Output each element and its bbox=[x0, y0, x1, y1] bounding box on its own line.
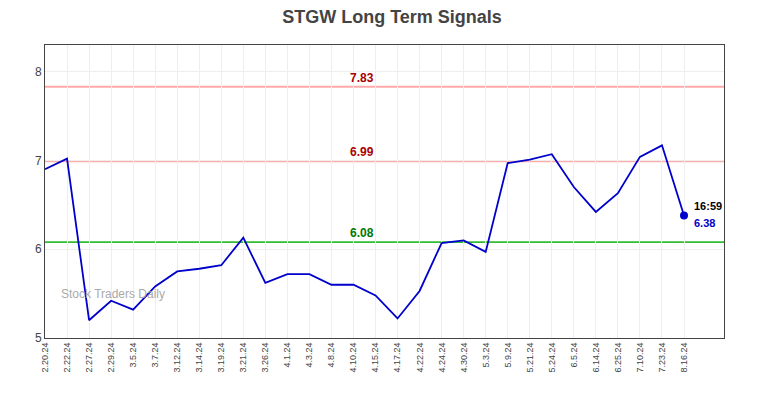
svg-text:3.12.24: 3.12.24 bbox=[172, 343, 182, 373]
svg-text:4.3.24: 4.3.24 bbox=[304, 343, 314, 368]
svg-text:3.26.24: 3.26.24 bbox=[260, 343, 270, 373]
svg-text:7.10.24: 7.10.24 bbox=[635, 343, 645, 373]
svg-text:5.21.24: 5.21.24 bbox=[525, 343, 535, 373]
svg-text:6.5.24: 6.5.24 bbox=[569, 343, 579, 368]
svg-text:2.22.24: 2.22.24 bbox=[62, 343, 72, 373]
svg-text:8.16.24: 8.16.24 bbox=[679, 343, 689, 373]
svg-text:6.08: 6.08 bbox=[350, 226, 374, 240]
svg-text:6: 6 bbox=[35, 242, 42, 256]
svg-text:4.10.24: 4.10.24 bbox=[348, 343, 358, 373]
svg-text:STGW Long Term Signals: STGW Long Term Signals bbox=[282, 7, 502, 27]
svg-text:5.24.24: 5.24.24 bbox=[547, 343, 557, 373]
svg-text:4.22.24: 4.22.24 bbox=[415, 343, 425, 373]
svg-text:3.19.24: 3.19.24 bbox=[216, 343, 226, 373]
svg-text:3.21.24: 3.21.24 bbox=[238, 343, 248, 373]
svg-text:8: 8 bbox=[35, 65, 42, 79]
svg-text:7.23.24: 7.23.24 bbox=[657, 343, 667, 373]
svg-text:4.1.24: 4.1.24 bbox=[282, 343, 292, 368]
svg-text:4.15.24: 4.15.24 bbox=[370, 343, 380, 373]
svg-text:Stock Traders Daily: Stock Traders Daily bbox=[61, 287, 165, 301]
svg-text:6.25.24: 6.25.24 bbox=[613, 343, 623, 373]
svg-text:4.8.24: 4.8.24 bbox=[326, 343, 336, 368]
svg-text:6.14.24: 6.14.24 bbox=[591, 343, 601, 373]
svg-text:16:59: 16:59 bbox=[694, 200, 722, 212]
svg-text:3.7.24: 3.7.24 bbox=[150, 343, 160, 368]
svg-text:6.99: 6.99 bbox=[350, 145, 374, 159]
svg-text:5.3.24: 5.3.24 bbox=[481, 343, 491, 368]
svg-text:2.27.24: 2.27.24 bbox=[84, 343, 94, 373]
svg-text:4.30.24: 4.30.24 bbox=[459, 343, 469, 373]
svg-text:5: 5 bbox=[35, 331, 42, 345]
svg-text:4.24.24: 4.24.24 bbox=[437, 343, 447, 373]
svg-text:6.38: 6.38 bbox=[694, 217, 715, 229]
svg-text:5.9.24: 5.9.24 bbox=[503, 343, 513, 368]
svg-text:2.29.24: 2.29.24 bbox=[106, 343, 116, 373]
svg-text:3.5.24: 3.5.24 bbox=[128, 343, 138, 368]
svg-text:3.14.24: 3.14.24 bbox=[194, 343, 204, 373]
svg-text:2.20.24: 2.20.24 bbox=[40, 343, 50, 373]
svg-text:4.17.24: 4.17.24 bbox=[392, 343, 402, 373]
svg-text:7.83: 7.83 bbox=[350, 71, 374, 85]
svg-text:7: 7 bbox=[35, 154, 42, 168]
